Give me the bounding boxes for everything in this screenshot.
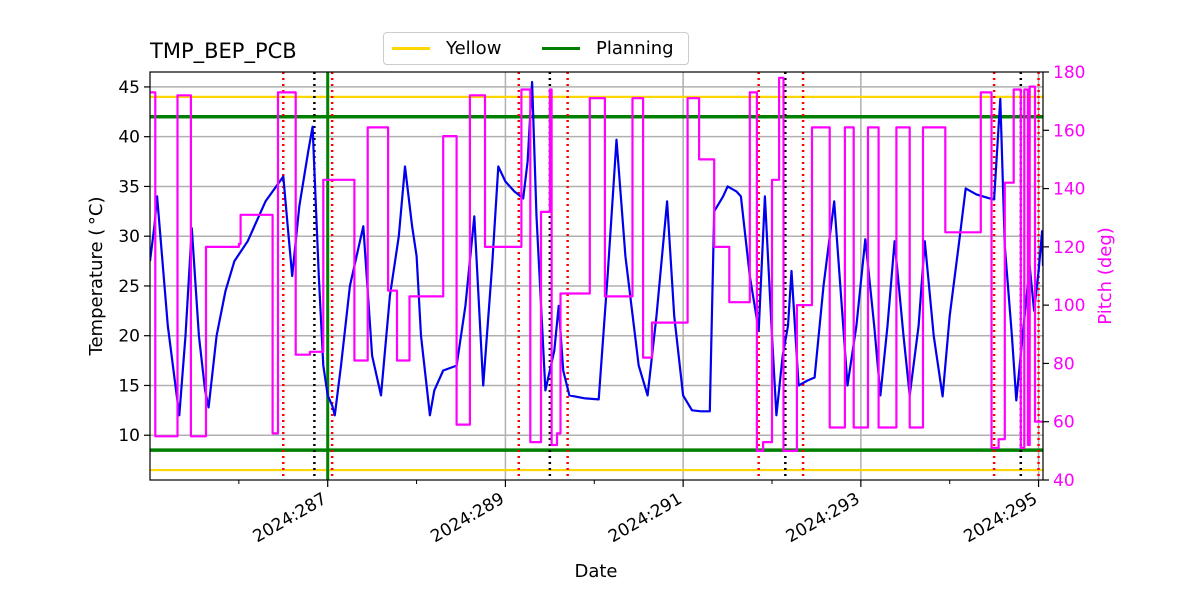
legend-swatch-yellow xyxy=(392,47,430,50)
chart-title: TMP_BEP_PCB xyxy=(149,39,297,64)
plot-frame xyxy=(149,71,1044,481)
x-tick-label-0: 2024:287 xyxy=(250,489,331,547)
grid xyxy=(150,72,1043,480)
y2-axis-label: Pitch (deg) xyxy=(1095,227,1116,325)
y-axis-ticks: 10 15 20 25 30 35 40 45 xyxy=(118,78,150,446)
y2-tick-label-5: 140 xyxy=(1053,180,1085,200)
y-tick-label-6: 40 xyxy=(118,128,140,148)
temperature-series-line xyxy=(150,80,1043,417)
y2-tick-label-2: 80 xyxy=(1053,354,1075,374)
y2-tick-label-4: 120 xyxy=(1053,238,1085,258)
y2-tick-label-3: 100 xyxy=(1053,296,1085,316)
x-tick-label-2: 2024:291 xyxy=(605,489,686,547)
data-series xyxy=(150,76,1043,452)
y2-tick-label-7: 180 xyxy=(1053,63,1085,83)
y-tick-label-5: 35 xyxy=(118,177,140,197)
x-axis-label: Date xyxy=(574,561,617,582)
y-tick-label-7: 45 xyxy=(118,78,140,98)
legend-item-yellow: Yellow xyxy=(392,38,501,59)
pitch-series-line xyxy=(150,76,1043,452)
legend-swatch-planning xyxy=(542,47,580,50)
x-tick-label-1: 2024:289 xyxy=(427,489,508,547)
legend: Yellow Planning xyxy=(383,32,689,65)
y2-tick-label-1: 60 xyxy=(1053,413,1075,433)
y2-tick-label-6: 160 xyxy=(1053,121,1085,141)
legend-label-planning: Planning xyxy=(596,38,674,59)
y-tick-label-2: 20 xyxy=(118,327,140,347)
x-axis-ticks: 2024:287 2024:289 2024:291 2024:293 2024:295 xyxy=(238,480,1042,547)
y2-tick-label-0: 40 xyxy=(1053,471,1075,491)
y-tick-label-1: 15 xyxy=(118,376,140,396)
legend-item-planning: Planning xyxy=(542,38,674,59)
y-tick-label-0: 10 xyxy=(118,426,140,446)
y2-axis-ticks: 40 60 80 100 120 140 160 180 xyxy=(1043,63,1085,491)
y-tick-label-3: 25 xyxy=(118,277,140,297)
limit-lines xyxy=(150,95,1043,472)
y-tick-label-4: 30 xyxy=(118,227,140,247)
legend-label-yellow: Yellow xyxy=(446,38,502,59)
x-tick-label-3: 2024:293 xyxy=(783,489,864,547)
y-axis-label: Temperature ( °C) xyxy=(86,197,107,357)
x-tick-label-4: 2024:295 xyxy=(961,489,1042,547)
